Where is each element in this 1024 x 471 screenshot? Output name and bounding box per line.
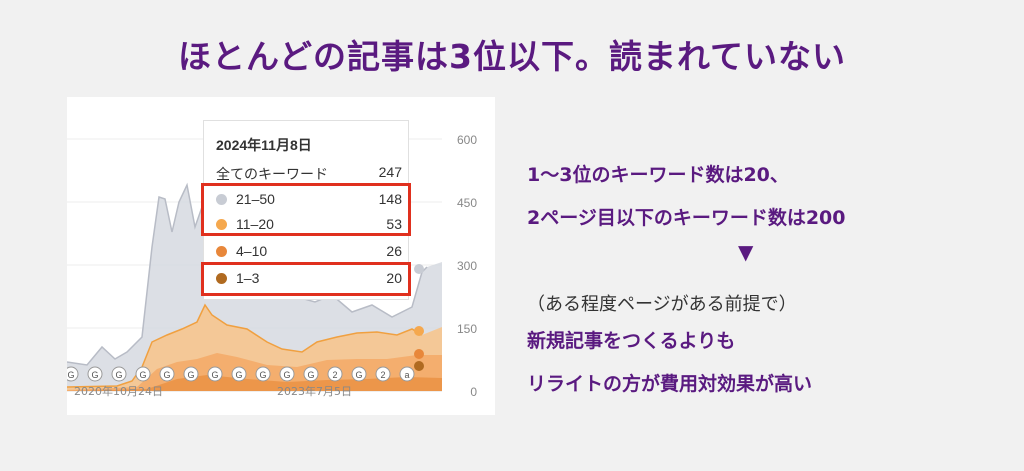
annotation-marker	[279, 366, 295, 382]
tooltip-row-label: 1–3	[236, 270, 260, 286]
series-4-10-endpoint	[414, 349, 424, 359]
tooltip-row-label: 21–50	[236, 191, 275, 207]
legend-dot	[216, 246, 227, 257]
summary-line-2: 2ページ目以下のキーワード数は200	[527, 207, 846, 229]
conclusion-line-1: 新規記事をつくるよりも	[527, 330, 736, 352]
summary-line-1: 1～3位のキーワード数は20、	[527, 164, 789, 186]
annotation-marker	[255, 366, 271, 382]
annotation-marker	[135, 366, 151, 382]
tooltip-row-value: 53	[386, 216, 402, 232]
tooltip-total-value: 247	[378, 164, 402, 180]
down-arrow-icon: ▼	[738, 240, 754, 264]
annotation-marker-label: G	[91, 370, 98, 380]
annotation-marker	[327, 366, 343, 382]
keyword-chart-panel: 600 450 300 150 0 2020年10月24日 2023年7月5日 …	[67, 97, 495, 415]
annotation-marker-label: G	[211, 370, 218, 380]
legend-dot	[216, 194, 227, 205]
annotation-marker	[231, 366, 247, 382]
y-tick-label: 600	[457, 133, 477, 147]
y-tick-label: 150	[457, 322, 477, 336]
tooltip-total-label: 全てのキーワード	[216, 166, 328, 182]
annotation-marker	[159, 366, 175, 382]
chart-tooltip: 2024年11月8日 全てのキーワード 247 21–50 148 11–20 …	[203, 120, 409, 300]
legend-dot	[216, 219, 227, 230]
summary-note: （ある程度ページがある前提で）	[527, 294, 797, 315]
annotation-marker-label: G	[67, 370, 74, 380]
annotation-marker	[67, 366, 79, 382]
legend-dot	[216, 273, 227, 284]
annotation-marker	[183, 366, 199, 382]
page-title: ほとんどの記事は3位以下。読まれていない	[178, 37, 846, 76]
annotation-marker-label: G	[307, 370, 314, 380]
series-1-3-endpoint	[414, 361, 424, 371]
annotation-marker	[399, 366, 415, 382]
annotation-marker	[375, 366, 391, 382]
highlight-box-top3	[201, 262, 411, 296]
annotation-marker-label: G	[283, 370, 290, 380]
annotation-marker	[207, 366, 223, 382]
tooltip-row: 1–3 20	[216, 269, 402, 289]
annotation-marker-label: G	[355, 370, 362, 380]
series-11-20-endpoint	[414, 326, 424, 336]
y-tick-label: 0	[470, 385, 477, 399]
annotation-marker-label: G	[259, 370, 266, 380]
annotation-marker-label: G	[139, 370, 146, 380]
annotation-marker-label: 2	[380, 370, 385, 380]
annotation-marker	[87, 366, 103, 382]
tooltip-row-value: 20	[386, 270, 402, 286]
highlight-box-page2	[201, 183, 411, 236]
tooltip-total-row: 全てのキーワード 247	[216, 163, 402, 183]
annotation-marker-label: G	[235, 370, 242, 380]
annotation-marker-label: 2	[332, 370, 337, 380]
tooltip-row-label: 11–20	[236, 216, 274, 232]
tooltip-row-value: 26	[386, 243, 402, 259]
tooltip-row: 21–50 148	[216, 190, 402, 210]
y-tick-label: 450	[457, 196, 477, 210]
annotation-marker-label: G	[187, 370, 194, 380]
x-tick-label: 2023年7月5日	[277, 384, 352, 398]
annotation-marker	[303, 366, 319, 382]
annotation-marker-label: G	[115, 370, 122, 380]
tooltip-row: 4–10 26	[216, 242, 402, 262]
conclusion-line-2: リライトの方が費用対効果が高い	[527, 373, 813, 395]
annotation-marker-label: G	[163, 370, 170, 380]
series-1-3-area	[67, 375, 442, 391]
series-21-50-endpoint	[414, 264, 424, 274]
annotation-markers: G G G G G G G G G G G 2 G 2 a	[67, 366, 415, 382]
annotation-marker	[111, 366, 127, 382]
tooltip-row-value: 148	[378, 191, 402, 207]
tooltip-row: 11–20 53	[216, 215, 402, 235]
x-tick-label: 2020年10月24日	[74, 384, 163, 398]
y-tick-label: 300	[457, 259, 477, 273]
annotation-marker	[351, 366, 367, 382]
tooltip-row-label: 4–10	[236, 243, 268, 259]
tooltip-date: 2024年11月8日	[216, 137, 312, 153]
annotation-marker-label: a	[404, 370, 409, 380]
